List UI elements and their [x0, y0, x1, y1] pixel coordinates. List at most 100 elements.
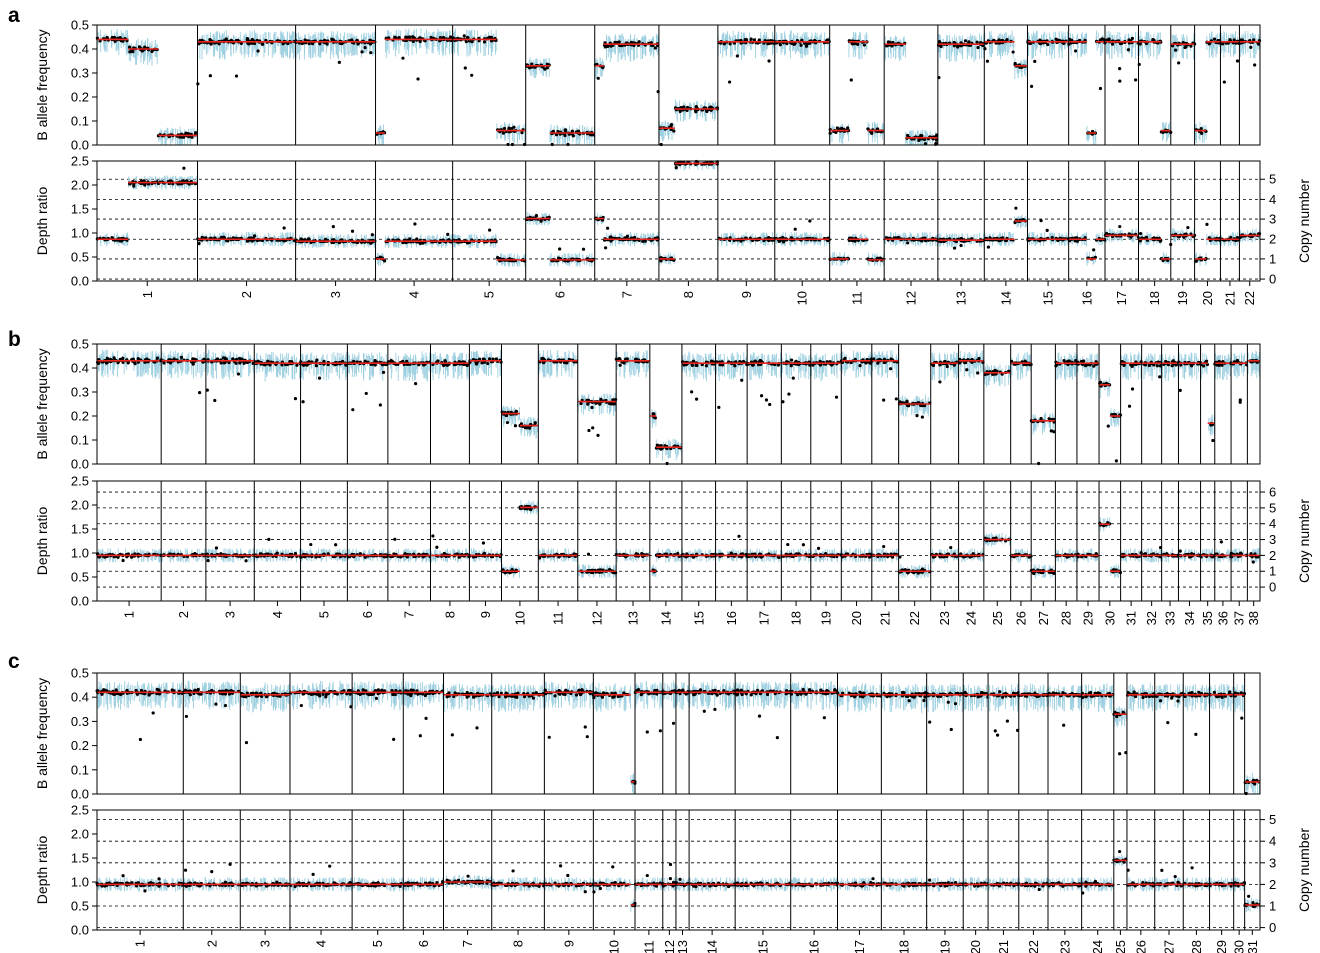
depth-point [488, 229, 491, 232]
depth-point [953, 246, 956, 249]
baf-point [767, 59, 770, 62]
depth-point [415, 237, 418, 240]
depth-point [558, 247, 561, 250]
baf-point [1127, 48, 1130, 51]
baf-point [463, 34, 466, 37]
baf-point [128, 45, 131, 48]
depth-point [1139, 232, 1142, 235]
depth-point [987, 245, 990, 248]
baf-point [920, 134, 923, 137]
depth-point [413, 222, 416, 225]
baf-point [728, 80, 731, 83]
baf-point [986, 60, 989, 63]
depth-point [307, 237, 310, 240]
depth-point [604, 246, 607, 249]
baf-point [695, 105, 698, 108]
baf-point [1074, 49, 1077, 52]
depth-point [609, 235, 612, 238]
depth-point [1092, 248, 1095, 251]
baf-point [672, 129, 675, 132]
baf-point [256, 49, 259, 52]
baf-point [194, 131, 197, 134]
baf-point [150, 50, 153, 53]
depth-point [606, 227, 609, 230]
depth-point [794, 228, 797, 231]
baf-point [805, 45, 808, 48]
baf-point [1030, 85, 1033, 88]
baf-point [745, 38, 748, 41]
panel-a: a0.00.10.20.30.40.5B allele frequency0.0… [8, 4, 1312, 305]
baf-point [209, 74, 212, 77]
baf-point [1111, 43, 1114, 46]
baf-point [483, 40, 486, 43]
depth-point [782, 240, 785, 243]
baf-point [1012, 50, 1015, 53]
copy-number-gridlines [97, 179, 1260, 279]
baf-point [709, 105, 712, 108]
depth-point [1118, 225, 1121, 228]
baf-point [723, 42, 726, 45]
baf-point [261, 43, 264, 46]
baf-point [1033, 60, 1036, 63]
baf-point [246, 38, 249, 41]
depth-point [1039, 219, 1042, 222]
depth-point [446, 233, 449, 236]
baf-point [1099, 87, 1102, 90]
baf-point [338, 61, 341, 64]
baf-point [503, 127, 506, 130]
baf-point [208, 38, 211, 41]
baf-point [856, 43, 859, 46]
baf-point [1118, 67, 1121, 70]
depth-point [253, 234, 256, 237]
baf-point [729, 42, 732, 45]
baf-point [964, 39, 967, 42]
baf-point [618, 40, 621, 43]
baf-point [543, 68, 546, 71]
baf-point [597, 77, 600, 80]
baf-point [1118, 79, 1121, 82]
baf-point [750, 38, 753, 41]
depth-point [906, 241, 909, 244]
baf-point [281, 42, 284, 45]
depth-point [582, 248, 585, 251]
depth-point [371, 233, 374, 236]
baf-point [1131, 37, 1134, 40]
depth-point [182, 167, 185, 170]
baf-point [799, 44, 802, 47]
baf-point [416, 77, 419, 80]
depth-point [496, 256, 499, 259]
depth-point [1076, 240, 1079, 243]
baf-point [670, 123, 673, 126]
baf-point [1108, 37, 1111, 40]
baf-point [401, 57, 404, 60]
baf-point [870, 131, 873, 134]
depth-point [808, 219, 811, 222]
baf-point [976, 41, 979, 44]
baf-point [247, 42, 250, 45]
depth-point [1046, 229, 1049, 232]
panel-letter: a [8, 4, 20, 27]
baf-point [235, 74, 238, 77]
baf-point [369, 51, 372, 54]
depth-point [351, 230, 354, 233]
baf-point [1134, 78, 1137, 81]
data-layer [96, 28, 1261, 267]
baf-point [863, 43, 866, 46]
baf-point [779, 43, 782, 46]
baf-point [1006, 38, 1009, 41]
baf-point [850, 78, 853, 81]
depth-point [332, 225, 335, 228]
baf-point [906, 134, 909, 137]
baf-point [464, 66, 467, 69]
depth-point [959, 244, 962, 247]
baf-point [393, 36, 396, 39]
depth-point [540, 219, 543, 222]
baf-point [1046, 43, 1049, 46]
baf-point [363, 46, 366, 49]
baf-point [654, 46, 657, 49]
baf-point [470, 74, 473, 77]
baf-point [572, 134, 575, 137]
baf-point [360, 50, 363, 53]
depth-point [675, 166, 678, 169]
depth-point [1014, 207, 1017, 210]
